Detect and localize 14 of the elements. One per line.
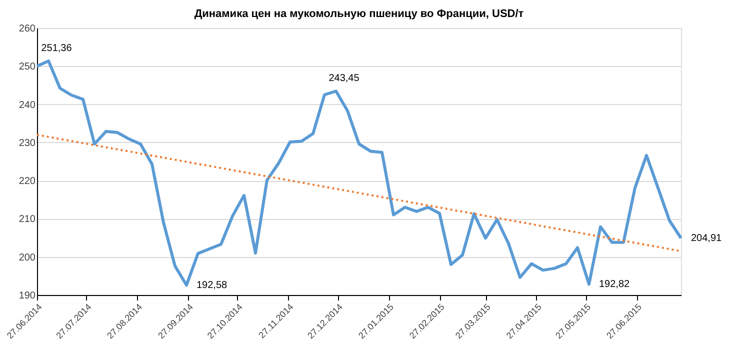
data-label: 192,58 <box>196 280 228 292</box>
y-tick-label: 260 <box>18 24 36 34</box>
chart-title: Динамика цен на мукомольную пшеницу во Франции, USD/т <box>194 8 524 20</box>
y-tick-label: 210 <box>18 214 36 226</box>
y-tick-label: 240 <box>18 100 36 111</box>
data-label: 251,36 <box>41 42 72 54</box>
data-label: 204,91 <box>691 233 722 244</box>
y-tick-label: 190 <box>18 290 36 302</box>
y-tick-label: 230 <box>18 138 36 149</box>
y-tick-label: 220 <box>18 176 36 188</box>
data-label: 192,82 <box>599 279 630 290</box>
data-label: 243,45 <box>328 73 360 84</box>
y-tick-label: 200 <box>18 252 36 264</box>
y-tick-label: 250 <box>18 62 36 73</box>
